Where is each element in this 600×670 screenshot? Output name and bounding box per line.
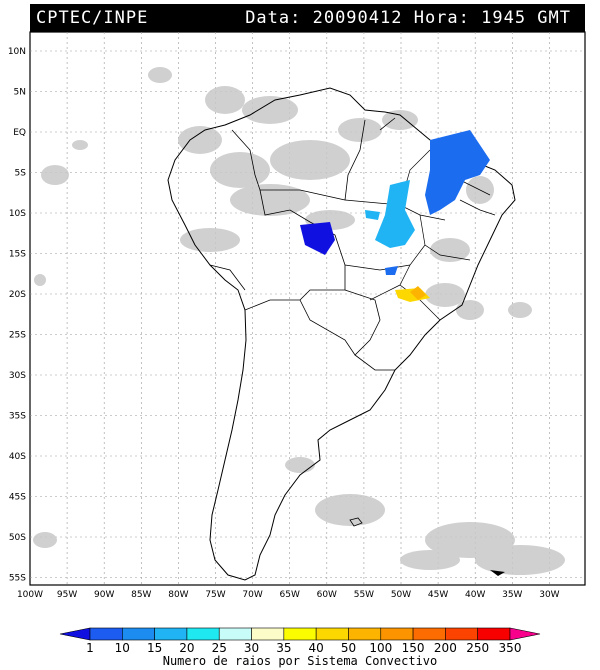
lon-label: 90W [94,590,114,600]
lon-label: 75W [205,590,225,600]
cloud-cover [33,67,565,575]
source-label: CPTEC/INPE [36,8,149,28]
legend-label: 30 [244,641,259,655]
title-bar: CPTEC/INPE Data: 20090412 Hora: 1945 GMT [30,4,585,32]
lon-label: 50W [391,590,411,600]
legend-label: 350 [499,641,522,655]
lat-label: 15S [9,250,26,260]
lat-label: EQ [13,128,26,138]
lightning-cells [300,130,490,302]
lon-label: 40W [465,590,485,600]
legend-swatch [509,627,541,641]
lat-label: 5S [15,169,27,179]
lat-label: 10S [9,209,26,219]
lon-label: 35W [502,590,522,600]
legend-swatch [218,627,252,641]
lat-label: 20S [9,290,26,300]
legend-caption: Numero de raios por Sistema Convectivo [162,654,438,668]
lon-label: 70W [242,590,262,600]
map-frame [29,31,586,586]
lat-label: 25S [9,331,26,341]
legend-label: 35 [276,641,291,655]
lon-label: 45W [428,590,448,600]
legend-swatch [412,627,446,641]
color-legend [59,627,541,641]
lightning-cell [385,266,398,275]
datetime-label: Data: 20090412 Hora: 1945 GMT [245,8,571,28]
lat-label: 5N [14,88,26,98]
legend-label: 150 [402,641,425,655]
legend-label: 20 [179,641,194,655]
lat-label: 55S [9,574,26,584]
lat-label: 45S [9,493,26,503]
lat-label: 35S [9,412,26,422]
lon-label: 65W [280,590,300,600]
legend-label: 25 [212,641,227,655]
legend-swatch [283,627,317,641]
legend-label: 10 [115,641,130,655]
legend-swatch [348,627,382,641]
legend-swatch [445,627,478,641]
lon-label: 60W [317,590,337,600]
lat-label: 50S [9,533,26,543]
latitude-labels: 10N 5N EQ 5S 10S 15S 20S 25S 30S 35S 40S 45S 50S 55S [8,47,26,584]
legend-swatch [380,627,414,641]
south-america-coastline [167,87,516,581]
lightning-cell [410,286,426,300]
lat-label: 30S [9,371,26,381]
legend-swatch [122,627,155,641]
legend-swatch [186,627,220,641]
legend-swatch [154,627,188,641]
lightning-cell [425,130,490,215]
legend-label: 100 [369,641,392,655]
lon-label: 85W [131,590,151,600]
lat-label: 40S [9,452,26,462]
lon-label: 100W [17,590,43,600]
legend-labels: 1 10 15 20 25 30 35 40 50 100 150 200 250 350 [86,641,521,655]
lon-label: 80W [168,590,188,600]
longitude-labels: 100W 95W 90W 85W 80W 75W 70W 65W 60W 55W 50W 45W 40W… [17,590,560,600]
lightning-cell [365,210,380,220]
lon-label: 95W [57,590,77,600]
legend-label: 200 [434,641,457,655]
legend-label: 50 [341,641,356,655]
legend-label: 40 [309,641,324,655]
lon-label: 30W [539,590,559,600]
lightning-cell [375,180,415,248]
country-borders [209,117,396,371]
south-georgia [490,570,505,576]
falkland-islands [349,517,363,527]
lon-label: 55W [354,590,374,600]
legend-swatch [251,627,285,641]
lat-lon-grid [30,32,585,585]
lat-label: 10N [8,47,26,57]
legend-label: 250 [466,641,489,655]
legend-swatch [477,627,511,641]
legend-label: 1 [86,641,94,655]
legend-swatch [59,627,91,641]
legend-label: 15 [147,641,162,655]
legend-swatch [315,627,349,641]
legend-swatch [89,627,123,641]
lightning-cell [300,222,335,255]
